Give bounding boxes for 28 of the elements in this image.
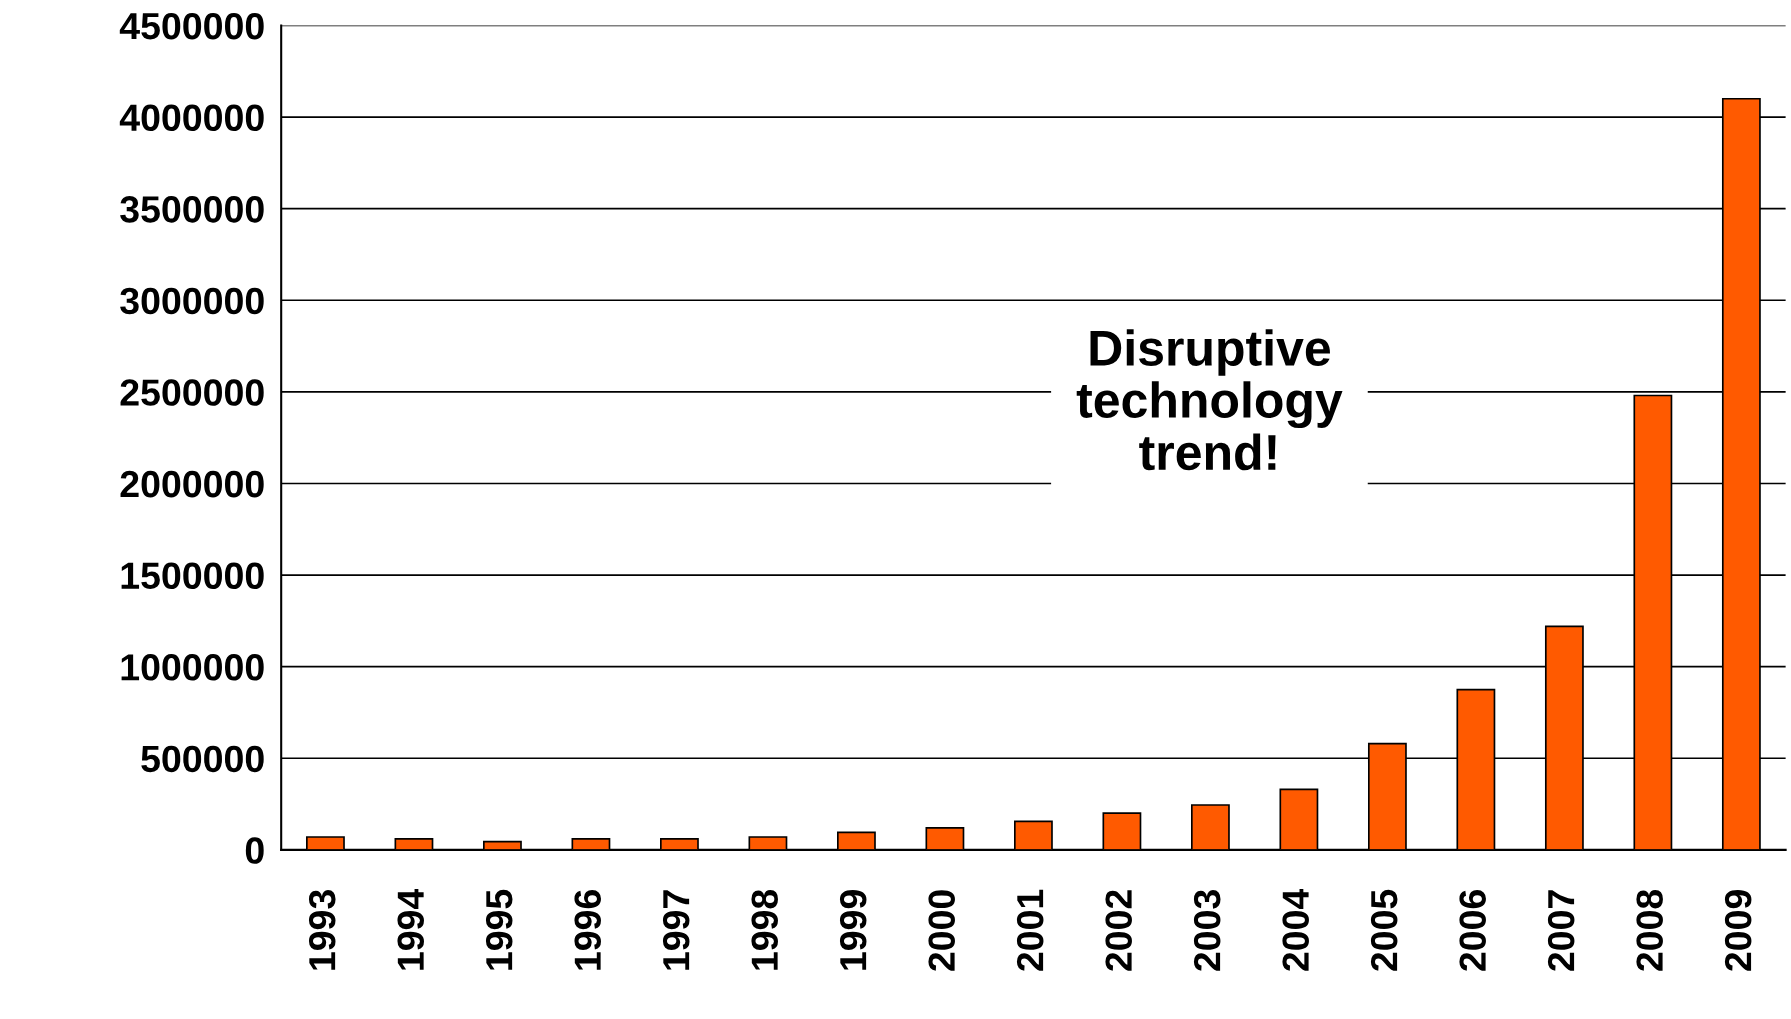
x-tick-label: 1999 bbox=[839, 890, 867, 970]
x-tick-label: 2003 bbox=[1193, 890, 1221, 971]
y-tick-label: 4000000 bbox=[119, 104, 264, 132]
x-tick-label: 2007 bbox=[1547, 890, 1575, 971]
x-tick-label: 2000 bbox=[928, 890, 955, 971]
x-tick-label: 2004 bbox=[1282, 888, 1309, 971]
y-tick-label: 2500000 bbox=[120, 379, 264, 406]
x-tick-label: 1997 bbox=[662, 890, 690, 970]
x-tick-label: 2006 bbox=[1459, 890, 1486, 971]
y-tick-label: 1500000 bbox=[121, 562, 264, 590]
y-tick-label: 4500000 bbox=[119, 12, 264, 40]
y-tick-label: 500000 bbox=[141, 745, 264, 773]
annotation: Disruptive technology trend! bbox=[1076, 329, 1343, 471]
y-tick-label: 2000000 bbox=[120, 470, 264, 498]
y-tick-label: 3500000 bbox=[120, 196, 264, 223]
x-tick-label: 2002 bbox=[1105, 890, 1132, 971]
x-tick-label: 1993 bbox=[308, 890, 336, 970]
x-tick-label: 1995 bbox=[485, 889, 513, 970]
x-tick-label: 2005 bbox=[1370, 889, 1398, 971]
x-tick-label: 2009 bbox=[1724, 890, 1752, 971]
x-tick-label: 2001 bbox=[1016, 889, 1044, 971]
x-tick-label: 1998 bbox=[751, 889, 778, 970]
y-tick-label: 1000000 bbox=[121, 654, 264, 681]
x-tick-label: 1996 bbox=[574, 890, 601, 970]
x-tick-label: 2008 bbox=[1636, 889, 1663, 971]
y-tick-label: 3000000 bbox=[120, 287, 264, 315]
x-tick-label: 1994 bbox=[397, 888, 424, 970]
y-tick-label: 0 bbox=[245, 837, 264, 864]
